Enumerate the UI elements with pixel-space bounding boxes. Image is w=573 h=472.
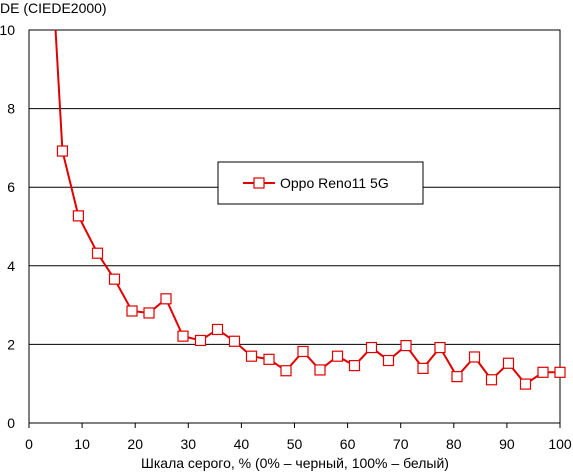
data-point xyxy=(91,247,104,259)
data-point xyxy=(331,350,344,362)
data-point xyxy=(554,366,566,378)
data-point xyxy=(382,354,395,367)
data-point xyxy=(56,145,69,157)
data-point xyxy=(400,339,412,352)
data-point xyxy=(245,350,258,362)
data-point xyxy=(72,210,84,222)
x-tick-label: 70 xyxy=(393,436,409,452)
data-point xyxy=(468,351,481,363)
x-axis-ticks: 0 10 20 30 40 50 60 70 80 90 100 xyxy=(25,423,572,452)
grid-lines xyxy=(29,108,560,345)
data-point xyxy=(519,378,532,390)
x-tick-label: 50 xyxy=(287,436,303,452)
series-line xyxy=(54,29,560,386)
y-tick-label: 6 xyxy=(7,179,15,195)
y-tick-label: 4 xyxy=(7,258,15,274)
data-point xyxy=(108,273,121,285)
data-point xyxy=(280,365,292,377)
x-tick-label: 0 xyxy=(25,436,33,452)
x-tick-label: 20 xyxy=(127,436,143,452)
x-tick-label: 100 xyxy=(548,436,572,452)
y-axis-ticks: 0 2 4 6 8 10 xyxy=(0,22,15,431)
x-tick-label: 60 xyxy=(340,436,356,452)
x-axis-title: Шкала серого, % (0% – черный, 100% – бел… xyxy=(141,455,449,471)
x-tick-label: 90 xyxy=(499,436,515,452)
y-tick-label: 10 xyxy=(0,22,15,38)
y-tick-label: 0 xyxy=(7,415,15,431)
data-point xyxy=(314,364,326,376)
data-point xyxy=(228,335,241,347)
data-point xyxy=(502,357,515,369)
data-point xyxy=(211,323,224,336)
x-tick-label: 80 xyxy=(446,436,462,452)
x-tick-label: 40 xyxy=(234,436,250,452)
data-point xyxy=(537,366,549,378)
data-point xyxy=(297,345,309,358)
data-point xyxy=(434,341,446,354)
legend: Oppo Reno11 5G xyxy=(217,161,424,205)
data-point xyxy=(194,334,207,347)
data-point xyxy=(365,341,378,354)
y-tick-label: 2 xyxy=(7,336,15,352)
y-axis-title: DE (CIEDE2000) xyxy=(0,0,107,16)
data-point xyxy=(263,353,275,365)
data-point xyxy=(417,362,429,374)
data-point xyxy=(126,305,138,317)
data-point xyxy=(177,330,189,342)
legend-marker xyxy=(253,177,265,189)
x-tick-label: 30 xyxy=(181,436,197,452)
data-point xyxy=(160,293,172,305)
data-point xyxy=(143,307,155,319)
y-tick-label: 8 xyxy=(7,101,15,117)
legend-label: Oppo Reno11 5G xyxy=(280,175,389,191)
data-point xyxy=(451,371,463,383)
data-point xyxy=(485,374,498,386)
x-tick-label: 10 xyxy=(74,436,90,452)
series-layer xyxy=(54,29,566,390)
data-point xyxy=(348,360,361,372)
